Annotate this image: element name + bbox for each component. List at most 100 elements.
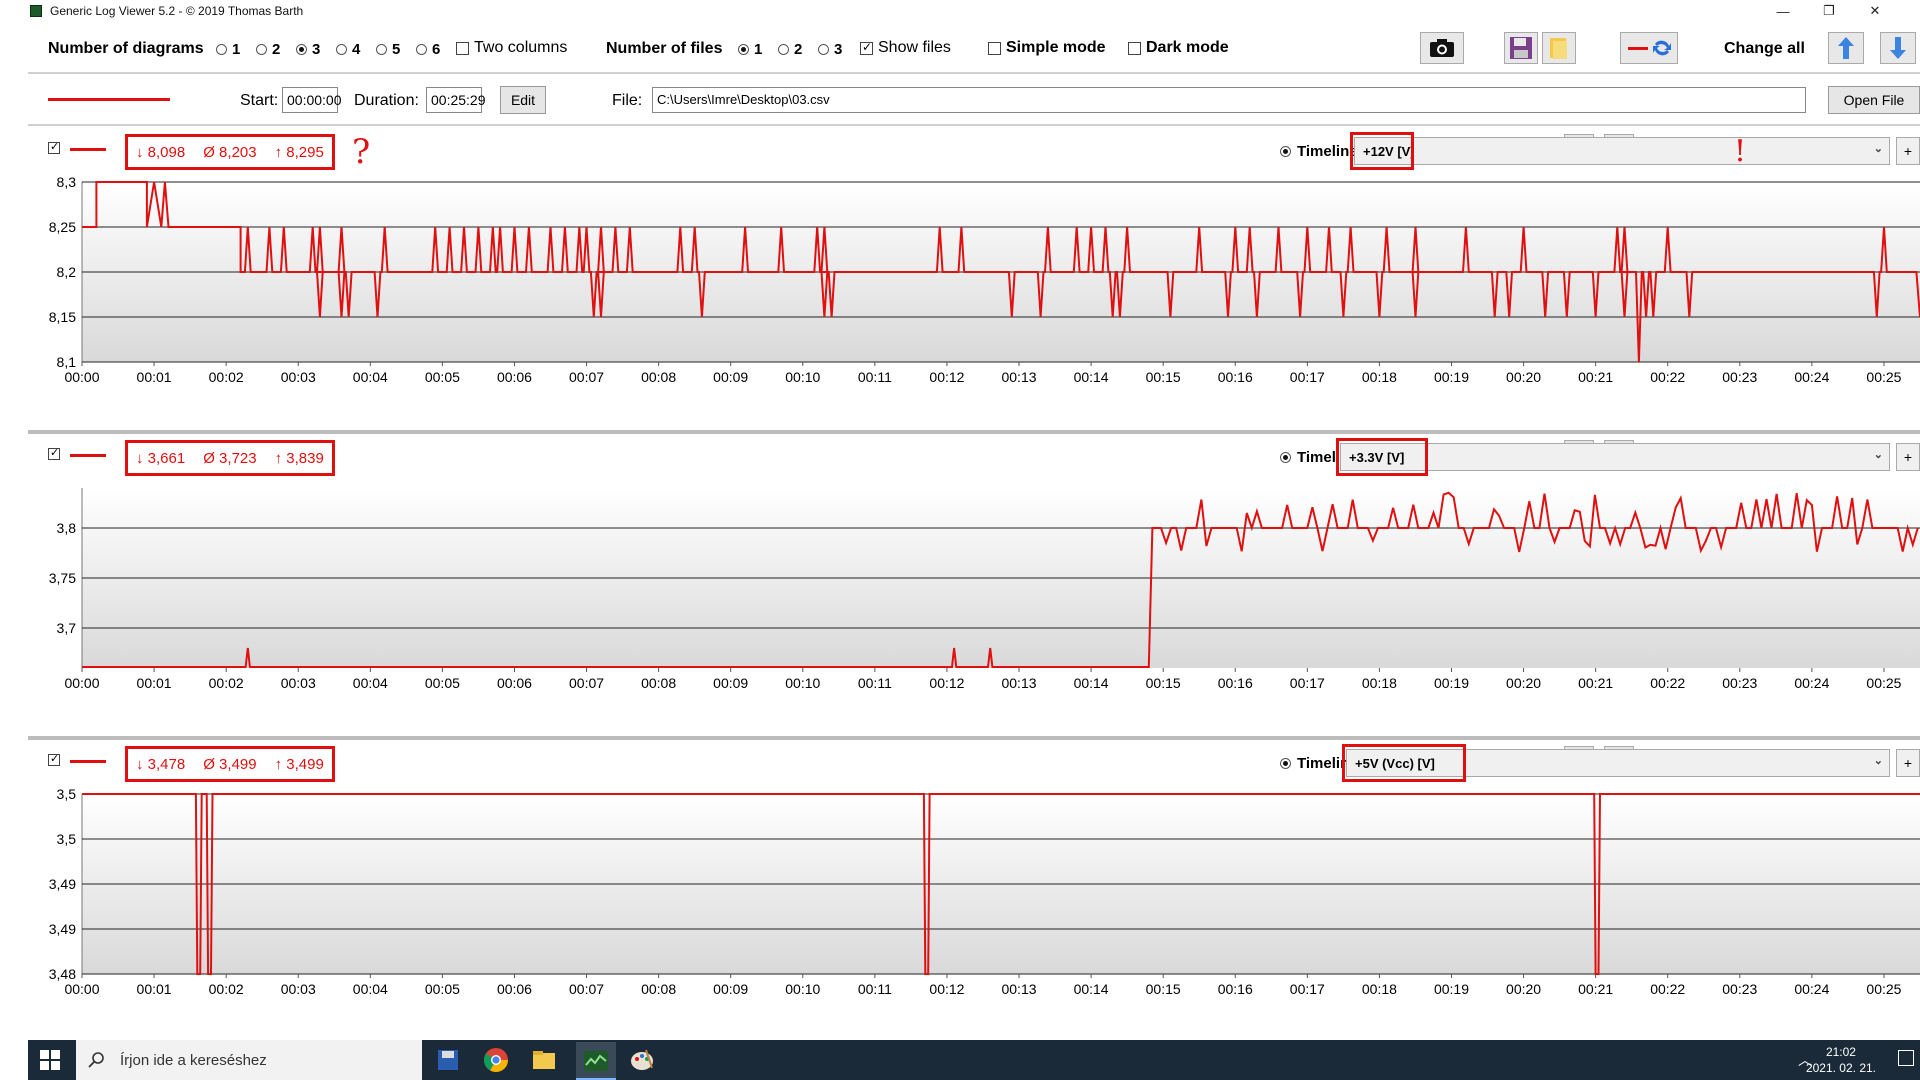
open-file-button[interactable]: Open File bbox=[1828, 86, 1920, 114]
timeline-chart[interactable]: 3,8 3,75 3,7 00:00 00:01 00:02 00:03 00:04 00:05… bbox=[28, 436, 1920, 696]
swap-colors-button[interactable] bbox=[1620, 32, 1678, 64]
show-files-checkbox[interactable]: Show files bbox=[860, 39, 951, 57]
x-tick-label: 00:14 bbox=[1074, 369, 1109, 385]
x-tick-label: 00:11 bbox=[858, 369, 892, 385]
start-input[interactable]: 00:00:00 bbox=[282, 87, 342, 113]
x-tick-label: 00:03 bbox=[281, 675, 316, 691]
taskbar: Írjon ide a kereséshez ︿ 21:02 2021. 02.… bbox=[28, 1040, 1920, 1080]
stat-avg: Ø 8,203 bbox=[203, 143, 257, 161]
x-tick-label: 00:24 bbox=[1794, 675, 1829, 691]
radio-dot bbox=[416, 44, 427, 55]
radio-dot bbox=[1280, 452, 1291, 463]
notification-icon[interactable] bbox=[1898, 1050, 1914, 1066]
two-columns-label: Two columns bbox=[474, 39, 568, 56]
files-radio-3[interactable]: 3 bbox=[818, 41, 842, 58]
view-mode-label: Timeline bbox=[1297, 143, 1358, 160]
x-tick-label: 00:23 bbox=[1722, 981, 1757, 997]
restore-button[interactable]: ❐ bbox=[1823, 3, 1835, 18]
folder-icon bbox=[1550, 38, 1567, 59]
channel-highlight-box bbox=[1342, 744, 1466, 782]
x-tick-label: 00:13 bbox=[1001, 675, 1036, 691]
x-tick-label: 00:17 bbox=[1290, 675, 1325, 691]
checkbox-box bbox=[988, 41, 1001, 55]
file-series-color-line bbox=[48, 98, 170, 101]
move-all-down-button[interactable] bbox=[1880, 32, 1916, 64]
channel-select[interactable]: +5V (Vcc) [V] ⌄ bbox=[1346, 749, 1890, 777]
x-tick-label: 00:05 bbox=[425, 369, 460, 385]
chevron-up-icon[interactable]: ︿ bbox=[1798, 1052, 1812, 1068]
taskbar-app-chrome[interactable] bbox=[482, 1046, 510, 1074]
x-tick-label: 00:09 bbox=[713, 675, 748, 691]
channel-select-value: +3.3V [V] bbox=[1349, 450, 1405, 465]
taskbar-app-logviewer[interactable] bbox=[576, 1042, 616, 1080]
toolbar: Number of diagrams 1 2 3 4 5 6 Two colum… bbox=[28, 30, 1920, 66]
series-line bbox=[82, 491, 1919, 668]
simple-mode-checkbox[interactable]: Simple mode bbox=[988, 39, 1106, 57]
minimize-button[interactable]: — bbox=[1776, 3, 1790, 19]
taskbar-clock[interactable]: 21:02 2021. 02. 21. bbox=[1806, 1044, 1876, 1076]
diagrams-radio-1[interactable]: 1 bbox=[216, 41, 240, 58]
x-tick-label: 00:12 bbox=[929, 675, 964, 691]
diagrams-radio-4[interactable]: 4 bbox=[336, 41, 360, 58]
open-folder-button[interactable] bbox=[1542, 32, 1576, 64]
diagram-visible-checkbox[interactable] bbox=[48, 140, 60, 154]
x-tick-label: 00:03 bbox=[281, 981, 316, 997]
radio-label: 3 bbox=[312, 41, 321, 58]
x-tick-label: 00:04 bbox=[353, 675, 388, 691]
radio-dot-selected bbox=[296, 44, 307, 55]
diagrams-radio-2[interactable]: 2 bbox=[256, 41, 280, 58]
move-all-up-button[interactable] bbox=[1828, 32, 1864, 64]
title-bar: Generic Log Viewer 5.2 - © 2019 Thomas B… bbox=[0, 0, 1920, 22]
view-mode-timeline-radio[interactable]: Timeline bbox=[1280, 143, 1358, 160]
x-tick-label: 00:01 bbox=[137, 675, 172, 691]
channel-select[interactable]: +3.3V [V] ⌄ bbox=[1340, 443, 1890, 471]
diagram-visible-checkbox[interactable] bbox=[48, 752, 60, 766]
toolbar-divider bbox=[28, 72, 1920, 74]
files-radio-2[interactable]: 2 bbox=[778, 41, 802, 58]
taskbar-app-explorer[interactable] bbox=[530, 1046, 558, 1074]
dark-mode-checkbox[interactable]: Dark mode bbox=[1128, 39, 1229, 57]
add-channel-button[interactable]: + bbox=[1896, 137, 1920, 165]
x-tick-label: 00:03 bbox=[281, 369, 316, 385]
x-tick-label: 00:16 bbox=[1218, 369, 1253, 385]
screenshot-button[interactable] bbox=[1420, 32, 1464, 64]
arrow-up-icon bbox=[1838, 37, 1854, 59]
x-tick-label: 00:07 bbox=[569, 369, 604, 385]
channel-select[interactable]: +12V [V] ⌄ bbox=[1354, 137, 1890, 165]
y-tick-label: 3,8 bbox=[57, 520, 77, 536]
radio-dot bbox=[818, 44, 829, 55]
diagrams-radio-6[interactable]: 6 bbox=[416, 41, 440, 58]
timeline-chart[interactable]: 8,3 8,25 8,2 8,15 8,100:00 00:01 00:02 00:03 00:… bbox=[28, 130, 1920, 390]
stats-highlight-box: ↓ 3,478 Ø 3,499 ↑ 3,499 bbox=[125, 746, 335, 782]
taskbar-app-paint[interactable] bbox=[628, 1046, 656, 1074]
radio-dot bbox=[336, 44, 347, 55]
radio-dot-selected bbox=[738, 44, 749, 55]
diagrams-radio-3[interactable]: 3 bbox=[296, 41, 320, 58]
x-tick-label: 00:21 bbox=[1578, 369, 1613, 385]
file-path-input[interactable]: C:\Users\Imre\Desktop\03.csv bbox=[652, 87, 1806, 113]
x-tick-label: 00:05 bbox=[425, 675, 460, 691]
two-columns-checkbox[interactable]: Two columns bbox=[456, 39, 567, 57]
close-button[interactable]: ✕ bbox=[1869, 3, 1881, 18]
duration-input[interactable]: 00:25:29 bbox=[426, 87, 486, 113]
save-button[interactable] bbox=[1504, 32, 1538, 64]
diagrams-radio-5[interactable]: 5 bbox=[376, 41, 400, 58]
windows-start-button[interactable] bbox=[40, 1050, 60, 1075]
x-tick-label: 00:08 bbox=[641, 675, 676, 691]
files-radio-1[interactable]: 1 bbox=[738, 41, 762, 58]
panel-divider bbox=[28, 124, 1920, 126]
x-tick-label: 00:04 bbox=[353, 981, 388, 997]
y-tick-label: 3,75 bbox=[49, 570, 76, 586]
edit-button[interactable]: Edit bbox=[500, 86, 546, 114]
taskbar-search-box[interactable]: Írjon ide a kereséshez bbox=[76, 1040, 422, 1080]
panel-divider bbox=[28, 430, 1920, 434]
x-tick-label: 00:24 bbox=[1794, 981, 1829, 997]
floppy-app-icon bbox=[438, 1050, 458, 1070]
x-tick-label: 00:14 bbox=[1074, 981, 1109, 997]
x-tick-label: 00:06 bbox=[497, 981, 532, 997]
diagram-visible-checkbox[interactable] bbox=[48, 446, 60, 460]
taskbar-app-save[interactable] bbox=[434, 1046, 462, 1074]
